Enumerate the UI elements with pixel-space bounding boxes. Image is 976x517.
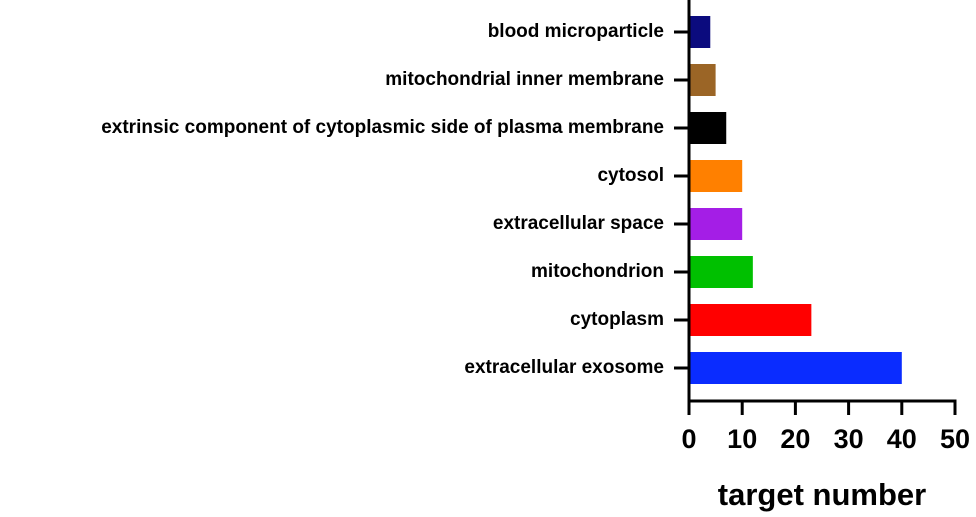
x-tick-label: 30 <box>834 424 864 454</box>
x-tick-label: 40 <box>887 424 917 454</box>
bar <box>689 112 727 144</box>
x-tick-label: 20 <box>780 424 810 454</box>
x-tick-label: 10 <box>727 424 757 454</box>
bar <box>689 304 812 336</box>
x-tick-label: 50 <box>940 424 970 454</box>
y-tick-label: mitochondrial inner membrane <box>385 69 664 90</box>
y-tick-label: extrinsic component of cytoplasmic side … <box>101 117 664 138</box>
y-tick-label: extracellular exosome <box>464 357 664 378</box>
bar <box>689 64 716 96</box>
bar <box>689 352 902 384</box>
y-tick-label: extracellular space <box>493 213 664 234</box>
y-tick-label: mitochondrion <box>531 261 664 282</box>
bar <box>689 16 711 48</box>
x-axis-title: target number <box>718 477 926 512</box>
x-tick-label: 0 <box>681 424 696 454</box>
y-tick-label: blood microparticle <box>488 21 664 42</box>
bar <box>689 160 743 192</box>
y-tick-label: cytosol <box>597 165 664 186</box>
bar <box>689 208 743 240</box>
bar <box>689 256 753 288</box>
y-tick-label: cytoplasm <box>570 309 664 330</box>
